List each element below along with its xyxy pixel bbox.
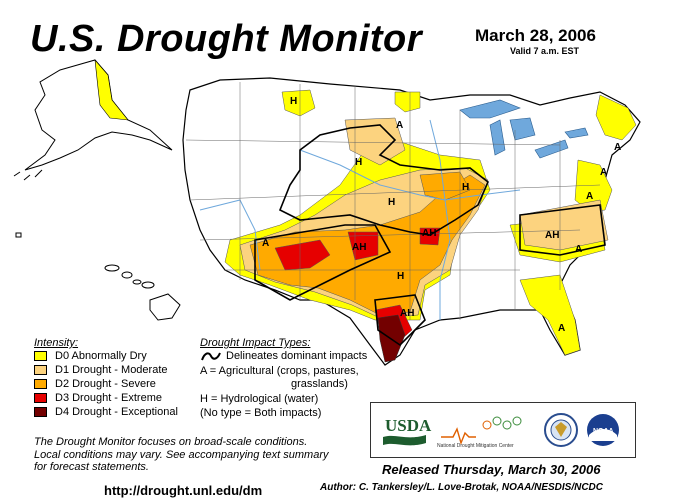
valid-time: Valid 7 a.m. EST xyxy=(510,46,580,56)
impact-label: A xyxy=(262,238,269,249)
svg-text:National Drought Mitigation Ce: National Drought Mitigation Center xyxy=(437,443,514,449)
legend-item-d2: D2 Drought - Severe xyxy=(34,378,156,390)
svg-text:NOAA: NOAA xyxy=(593,428,614,435)
note-line: for forecast statements. xyxy=(34,461,149,473)
impact-line-3: grasslands) xyxy=(291,378,348,390)
d2-swatch xyxy=(34,379,47,389)
impact-line-1: Delineates dominant impacts xyxy=(226,350,368,362)
note-line: The Drought Monitor focuses on broad-sca… xyxy=(34,436,308,448)
impact-label: H xyxy=(397,271,404,282)
logos-panel: USDA National Drought Mitigation Center … xyxy=(370,402,636,458)
disclaimer-note: The Drought Monitor focuses on broad-sca… xyxy=(34,436,364,474)
map-date: March 28, 2006 xyxy=(475,26,596,45)
impact-label: A xyxy=(586,191,593,202)
legend-label: D2 Drought - Severe xyxy=(55,378,156,390)
legend-item-d4: D4 Drought - Exceptional xyxy=(34,406,178,418)
impact-label: AH xyxy=(400,308,414,319)
d3-swatch xyxy=(34,393,47,403)
impact-label: H xyxy=(290,96,297,107)
impact-label: AH xyxy=(352,242,366,253)
hawaii-map xyxy=(104,264,181,321)
impact-label: AH xyxy=(545,230,559,241)
legend-item-d3: D3 Drought - Extreme xyxy=(34,392,162,404)
doc-seal xyxy=(544,413,578,447)
legend-label: D1 Drought - Moderate xyxy=(55,364,168,376)
legend-item-d1: D1 Drought - Moderate xyxy=(34,364,168,376)
impact-line-4: H = Hydrological (water) xyxy=(200,393,319,405)
impact-line-2: A = Agricultural (crops, pastures, xyxy=(200,365,359,377)
alaska-map xyxy=(13,59,173,181)
legend-label: D3 Drought - Extreme xyxy=(55,392,162,404)
legend-label: D4 Drought - Exceptional xyxy=(55,406,178,418)
impact-label: H xyxy=(388,197,395,208)
author-credit: Author: C. Tankersley/L. Love-Brotak, NO… xyxy=(320,482,604,493)
impact-label: A xyxy=(614,142,621,153)
note-line: Local conditions may vary. See accompany… xyxy=(34,448,329,461)
great-lakes xyxy=(459,99,589,159)
impact-label: H xyxy=(355,157,362,168)
impact-line-icon xyxy=(201,352,221,361)
d1-swatch xyxy=(34,365,47,375)
impact-line-5: (No type = Both impacts) xyxy=(200,407,322,419)
released-date: Released Thursday, March 30, 2006 xyxy=(382,462,601,477)
noaa-logo: NOAA xyxy=(587,414,619,446)
impact-label: A xyxy=(396,120,403,131)
rivers xyxy=(199,119,521,320)
source-url[interactable]: http://drought.unl.edu/dm xyxy=(104,483,263,498)
legend-label: D0 Abnormally Dry xyxy=(55,350,147,362)
logos-graphics: USDA National Drought Mitigation Center … xyxy=(383,413,619,449)
impact-label: H xyxy=(462,182,469,193)
svg-text:USDA: USDA xyxy=(385,416,432,435)
impact-label: AH xyxy=(422,228,436,239)
map-title: U.S. Drought Monitor xyxy=(30,18,423,60)
impact-label: A xyxy=(558,323,565,334)
intensity-heading: Intensity: xyxy=(34,337,79,349)
d0-swatch xyxy=(34,351,47,361)
impact-labels: H A H H H A AH AH H AH A AH A A A A xyxy=(262,96,621,334)
impact-boundaries xyxy=(254,124,606,347)
d4-swatch xyxy=(34,407,47,417)
impact-label: A xyxy=(600,167,607,178)
puerto-rico-map xyxy=(15,232,22,238)
usda-logo: USDA xyxy=(383,416,432,446)
impact-heading: Drought Impact Types: xyxy=(200,337,311,349)
impact-label: A xyxy=(575,244,582,255)
drought-map: H A H H H A AH AH H AH A AH A A A A xyxy=(13,59,641,366)
legend-item-d0: D0 Abnormally Dry xyxy=(34,350,147,362)
ndmc-logo: National Drought Mitigation Center xyxy=(437,416,522,449)
state-borders xyxy=(185,82,601,320)
